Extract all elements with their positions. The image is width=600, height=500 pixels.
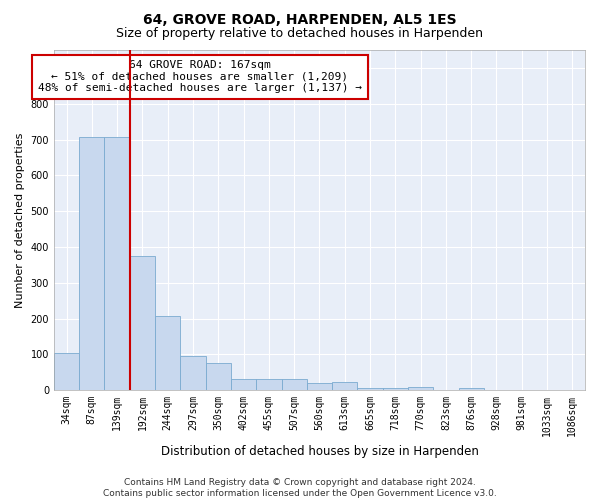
Bar: [256, 378, 281, 390]
Bar: [104, 137, 130, 390]
Text: Contains HM Land Registry data © Crown copyright and database right 2024.
Contai: Contains HM Land Registry data © Crown c…: [103, 478, 497, 498]
Bar: [130, 256, 155, 390]
Bar: [231, 380, 256, 390]
Y-axis label: Number of detached properties: Number of detached properties: [15, 132, 25, 308]
Bar: [408, 386, 433, 390]
Bar: [206, 364, 231, 390]
Text: 64 GROVE ROAD: 167sqm
← 51% of detached houses are smaller (1,209)
48% of semi-d: 64 GROVE ROAD: 167sqm ← 51% of detached …: [38, 60, 362, 94]
Bar: [307, 384, 332, 390]
Bar: [358, 388, 383, 390]
Bar: [155, 316, 181, 390]
Bar: [458, 388, 484, 390]
Bar: [383, 388, 408, 390]
Bar: [54, 354, 79, 390]
Bar: [332, 382, 358, 390]
Text: 64, GROVE ROAD, HARPENDEN, AL5 1ES: 64, GROVE ROAD, HARPENDEN, AL5 1ES: [143, 12, 457, 26]
Bar: [79, 137, 104, 390]
X-axis label: Distribution of detached houses by size in Harpenden: Distribution of detached houses by size …: [161, 444, 478, 458]
Bar: [281, 378, 307, 390]
Text: Size of property relative to detached houses in Harpenden: Size of property relative to detached ho…: [116, 28, 484, 40]
Bar: [181, 356, 206, 390]
